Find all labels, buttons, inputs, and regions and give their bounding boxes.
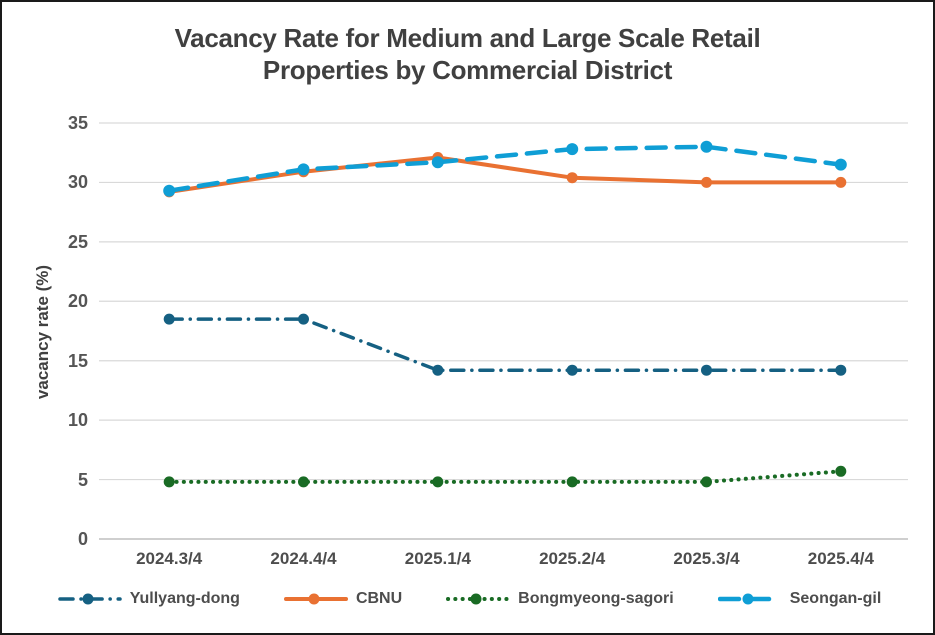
- y-tick-label: 5: [77, 469, 88, 490]
- legend-label: CBNU: [355, 590, 403, 607]
- legend-marker-icon: [283, 593, 348, 605]
- y-tick-label: 25: [67, 231, 88, 252]
- data-point-marker-cbnu: [701, 176, 712, 188]
- legend-marker-icon: [446, 593, 511, 605]
- y-tick-label: 35: [67, 113, 88, 133]
- data-point-marker-seongan-gil: [700, 140, 713, 153]
- y-tick-label: 10: [67, 410, 88, 431]
- data-point-marker-bongmyeong-sagori: [566, 476, 578, 488]
- data-point-marker-cbnu: [566, 172, 578, 184]
- legend-label: Yullyang-dong: [129, 590, 240, 607]
- x-axis-label: 2025.2/4: [539, 549, 606, 568]
- legend-label: Seongan-gil: [789, 590, 882, 607]
- legend-item-seongan-gil: Seongan-gil: [717, 590, 882, 608]
- data-point-marker-seongan-gil: [566, 143, 579, 156]
- legend-marker-icon: [57, 593, 122, 605]
- legend-item-bongmyeong-sagori: Bongmyeong-sagori: [446, 590, 674, 608]
- x-axis-label: 2025.3/4: [673, 549, 740, 568]
- data-point-marker-seongan-gil: [163, 184, 176, 197]
- legend-item-cbnu: CBNU: [283, 590, 403, 608]
- x-axis-label: 2025.4/4: [807, 549, 874, 568]
- data-point-marker-bongmyeong-sagori: [835, 465, 847, 477]
- series-yullyang-dong: [163, 313, 847, 376]
- data-point-marker-yullyang-dong: [432, 364, 444, 376]
- series-bongmyeong-sagori: [163, 465, 847, 488]
- y-tick-label: 15: [67, 350, 88, 371]
- data-point-marker-seongan-gil: [834, 158, 847, 171]
- y-tick-label: 0: [77, 529, 88, 549]
- y-tick-label: 30: [67, 172, 88, 193]
- series-line-yullyang-dong: [167, 317, 843, 372]
- legend-marker-icon: [717, 593, 782, 605]
- series-line-bongmyeong-sagori: [167, 469, 843, 484]
- data-point-marker-yullyang-dong: [163, 313, 175, 325]
- x-axis-label: 2024.3/4: [136, 549, 203, 568]
- x-axis-label: 2024.4/4: [270, 549, 337, 568]
- legend: Yullyang-dong CBNU Bongmyeong-sagori Seonga…: [2, 590, 933, 608]
- data-point-marker-yullyang-dong: [566, 364, 578, 376]
- data-point-marker-seongan-gil: [297, 163, 310, 176]
- legend-label: Bongmyeong-sagori: [518, 590, 674, 607]
- data-point-marker-seongan-gil: [431, 156, 444, 169]
- data-point-marker-yullyang-dong: [298, 313, 309, 325]
- series-line-seongan-gil: [166, 144, 844, 193]
- data-point-marker-yullyang-dong: [701, 364, 712, 376]
- data-point-marker-bongmyeong-sagori: [298, 476, 309, 488]
- chart-title: Vacancy Rate for Medium and Large Scale …: [174, 23, 761, 85]
- data-point-marker-yullyang-dong: [835, 364, 847, 376]
- series-line-cbnu: [167, 155, 843, 194]
- x-axis-label: 2025.1/4: [404, 549, 471, 568]
- data-point-marker-bongmyeong-sagori: [701, 476, 712, 488]
- y-tick-label: 20: [67, 291, 88, 312]
- legend-item-yullyang-dong: Yullyang-dong: [57, 590, 240, 608]
- data-point-marker-bongmyeong-sagori: [163, 476, 175, 488]
- series-seongan-gil: [163, 140, 847, 197]
- data-point-marker-bongmyeong-sagori: [432, 476, 444, 488]
- data-point-marker-cbnu: [835, 176, 847, 188]
